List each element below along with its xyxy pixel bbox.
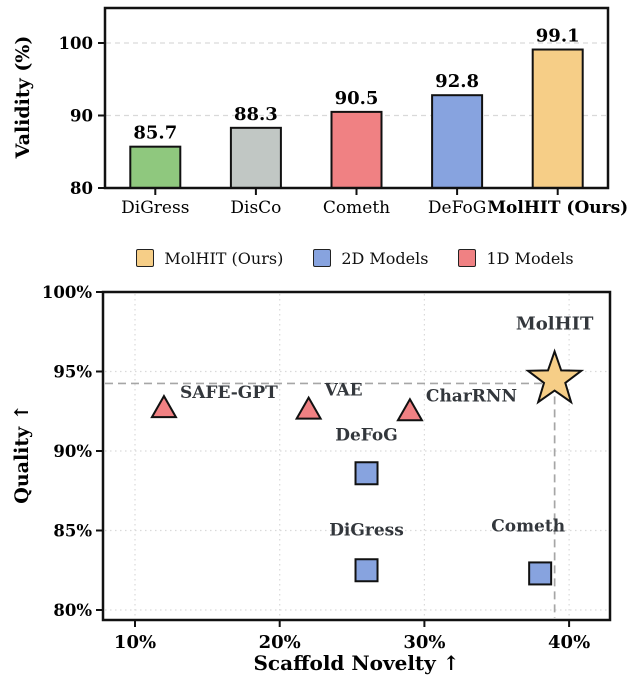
marker-star-MolHIT	[525, 348, 585, 405]
scatter-xtick-label: 10%	[114, 632, 156, 653]
marker-triangle-CharRNN	[396, 397, 424, 422]
marker-square-DeFoG	[354, 461, 379, 486]
legend-swatch-icon	[136, 249, 155, 267]
scatter-ytick-label: 100%	[42, 283, 92, 302]
scatter-ytick-label: 80%	[53, 601, 92, 620]
bar-plot-border	[103, 6, 610, 190]
legend-label: 1D Models	[486, 248, 574, 268]
scatter-plot-border	[101, 290, 612, 622]
legend-item-2: 1D Models	[458, 248, 574, 268]
point-label-Cometh: Cometh	[491, 516, 565, 536]
bar-MolHIT (Ours)	[531, 48, 584, 190]
bar-value-label: 92.8	[435, 71, 479, 92]
bar-chart-ylabel: Validity (%)	[12, 35, 34, 159]
legend-swatch-icon	[313, 249, 332, 267]
bar-category-label: DiGress	[121, 198, 189, 218]
point-label-DiGress: DiGress	[329, 520, 404, 540]
scatter-ylabel: Quality ↑	[11, 404, 33, 504]
marker-square-Cometh	[528, 561, 553, 586]
bar-DeFoG	[431, 94, 484, 189]
marker-square-DiGress	[354, 558, 379, 583]
bar-category-label: MolHIT (Ours)	[487, 198, 628, 218]
scatter-xlabel: Scaffold Novelty ↑	[253, 651, 460, 675]
bar-value-label: 99.1	[536, 26, 580, 47]
point-label-DeFoG: DeFoG	[335, 425, 398, 445]
bar-ytick-label: 80	[70, 179, 93, 198]
point-label-CharRNN: CharRNN	[426, 386, 517, 406]
point-label-SAFE-GPT: SAFE-GPT	[180, 383, 278, 403]
scatter-ytick-label: 90%	[53, 442, 92, 461]
bar-value-label: 90.5	[335, 88, 379, 109]
bar-ytick-label: 90	[70, 107, 93, 126]
scatter-ytick-label: 95%	[53, 363, 92, 382]
legend-label: 2D Models	[341, 248, 429, 268]
scatter-ytick-label: 85%	[53, 522, 92, 541]
scatter-xtick-label: 20%	[259, 632, 301, 653]
scatter-xtick-label: 30%	[403, 632, 445, 653]
legend: MolHIT (Ours) 2D Models 1D Models	[85, 243, 625, 273]
point-label-MolHIT: MolHIT	[516, 313, 594, 334]
bar-DiGress	[129, 145, 182, 190]
marker-triangle-SAFE-GPT	[150, 394, 178, 419]
marker-triangle-VAE	[294, 395, 323, 420]
bar-value-label: 88.3	[234, 104, 278, 125]
bar-category-label: Cometh	[323, 198, 390, 218]
bar-value-label: 85.7	[133, 123, 177, 144]
bar-Cometh	[330, 110, 383, 189]
legend-swatch-icon	[458, 249, 477, 267]
scatter-xtick-label: 40%	[548, 632, 590, 653]
legend-label: MolHIT (Ours)	[164, 248, 284, 268]
bar-ytick-label: 100	[59, 34, 93, 53]
bar-DisCo	[229, 126, 282, 189]
bar-category-label: DisCo	[230, 198, 281, 218]
legend-item-1: 2D Models	[313, 249, 428, 268]
bar-category-label: DeFoG	[428, 198, 486, 218]
legend-item-0: MolHIT (Ours)	[136, 249, 283, 268]
point-label-VAE: VAE	[324, 381, 363, 401]
